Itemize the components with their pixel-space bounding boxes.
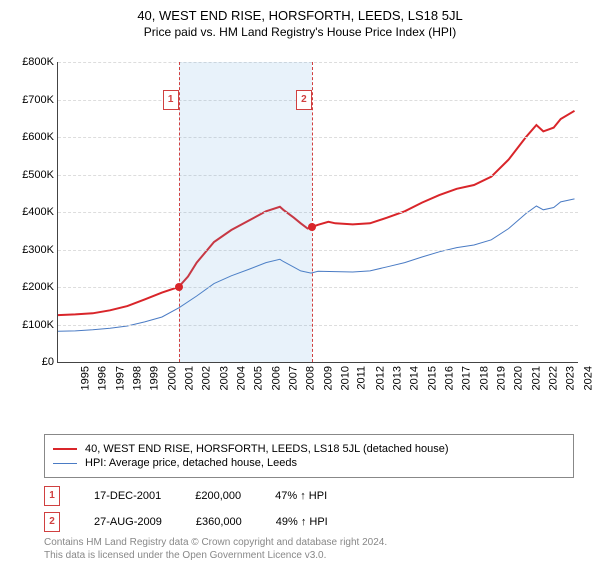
x-axis-label: 2014 xyxy=(409,366,421,390)
footer-line: Contains HM Land Registry data © Crown c… xyxy=(44,537,387,550)
transaction-flag-1: 1 xyxy=(44,486,60,506)
y-axis-label: £400K xyxy=(22,206,54,218)
gridline xyxy=(58,100,578,101)
x-axis-label: 1999 xyxy=(149,366,161,390)
shaded-region xyxy=(179,62,312,362)
y-axis-label: £800K xyxy=(22,56,54,68)
gridline xyxy=(58,287,578,288)
x-axis-label: 2013 xyxy=(391,366,403,390)
transaction-pct: 49% ↑ HPI xyxy=(276,516,328,528)
transaction-price: £200,000 xyxy=(195,490,241,502)
footer-line: This data is licensed under the Open Gov… xyxy=(44,550,387,563)
x-axis-label: 1995 xyxy=(79,366,91,390)
x-axis-label: 2017 xyxy=(461,366,473,390)
y-axis-label: £100K xyxy=(22,319,54,331)
y-axis-label: £200K xyxy=(22,281,54,293)
legend-label-hpi: HPI: Average price, detached house, Leed… xyxy=(85,457,297,469)
transaction-pct: 47% ↑ HPI xyxy=(275,490,327,502)
legend: 40, WEST END RISE, HORSFORTH, LEEDS, LS1… xyxy=(44,434,574,478)
chart: £0 £100K £200K £300K £400K £500K £600K £700K £80… xyxy=(0,56,600,396)
x-axis-label: 2006 xyxy=(270,366,282,390)
x-axis-label: 2020 xyxy=(513,366,525,390)
transaction-date: 17-DEC-2001 xyxy=(94,490,161,502)
series-hpi xyxy=(58,199,575,331)
page-subtitle: Price paid vs. HM Land Registry's House … xyxy=(0,25,600,39)
gridline xyxy=(58,137,578,138)
flag-1: 1 xyxy=(163,90,179,110)
gridline xyxy=(58,62,578,63)
marker xyxy=(308,223,316,231)
x-axis-label: 1997 xyxy=(114,366,126,390)
legend-label-subject: 40, WEST END RISE, HORSFORTH, LEEDS, LS1… xyxy=(85,443,449,455)
legend-swatch-hpi xyxy=(53,463,77,464)
x-axis-label: 2024 xyxy=(582,366,594,390)
transaction-date: 27-AUG-2009 xyxy=(94,516,162,528)
legend-row-hpi: HPI: Average price, detached house, Leed… xyxy=(53,457,565,469)
x-axis-label: 2005 xyxy=(253,366,265,390)
gridline xyxy=(58,175,578,176)
x-axis-label: 2007 xyxy=(287,366,299,390)
transaction-flag-2: 2 xyxy=(44,512,60,532)
x-axis-label: 2004 xyxy=(235,366,247,390)
transactions-table: 1 17-DEC-2001 £200,000 47% ↑ HPI 2 27-AU… xyxy=(44,480,328,538)
gridline xyxy=(58,212,578,213)
x-axis-label: 2022 xyxy=(547,366,559,390)
table-row: 1 17-DEC-2001 £200,000 47% ↑ HPI xyxy=(44,486,328,506)
legend-swatch-subject xyxy=(53,448,77,450)
vline xyxy=(179,62,180,362)
legend-row-subject: 40, WEST END RISE, HORSFORTH, LEEDS, LS1… xyxy=(53,443,565,455)
x-axis-label: 2010 xyxy=(339,366,351,390)
x-axis-label: 2003 xyxy=(218,366,230,390)
y-axis-label: £600K xyxy=(22,131,54,143)
x-axis-label: 2012 xyxy=(374,366,386,390)
transaction-price: £360,000 xyxy=(196,516,242,528)
vline xyxy=(312,62,313,362)
y-axis-label: £300K xyxy=(22,244,54,256)
gridline xyxy=(58,325,578,326)
table-row: 2 27-AUG-2009 £360,000 49% ↑ HPI xyxy=(44,512,328,532)
flag-2: 2 xyxy=(296,90,312,110)
x-axis-label: 2011 xyxy=(356,366,368,390)
x-axis-label: 2016 xyxy=(443,366,455,390)
page-title: 40, WEST END RISE, HORSFORTH, LEEDS, LS1… xyxy=(0,8,600,23)
plot-area: £0£100K£200K£300K£400K£500K£600K£700K£80… xyxy=(57,62,578,363)
x-axis-label: 2018 xyxy=(478,366,490,390)
x-axis-label: 2008 xyxy=(305,366,317,390)
y-axis-label: £500K xyxy=(22,169,54,181)
gridline xyxy=(58,250,578,251)
x-axis-label: 2023 xyxy=(565,366,577,390)
x-axis-label: 1998 xyxy=(131,366,143,390)
footer: Contains HM Land Registry data © Crown c… xyxy=(44,537,387,562)
x-axis-label: 2019 xyxy=(495,366,507,390)
y-axis-label: £700K xyxy=(22,94,54,106)
x-axis-label: 2001 xyxy=(183,366,195,390)
x-axis-label: 2009 xyxy=(322,366,334,390)
x-axis-label: 2002 xyxy=(201,366,213,390)
marker xyxy=(175,283,183,291)
x-axis-label: 1996 xyxy=(97,366,109,390)
x-axis-label: 2021 xyxy=(530,366,542,390)
x-axis-label: 2000 xyxy=(166,366,178,390)
x-axis-label: 2015 xyxy=(426,366,438,390)
y-axis-label: £0 xyxy=(42,356,54,368)
